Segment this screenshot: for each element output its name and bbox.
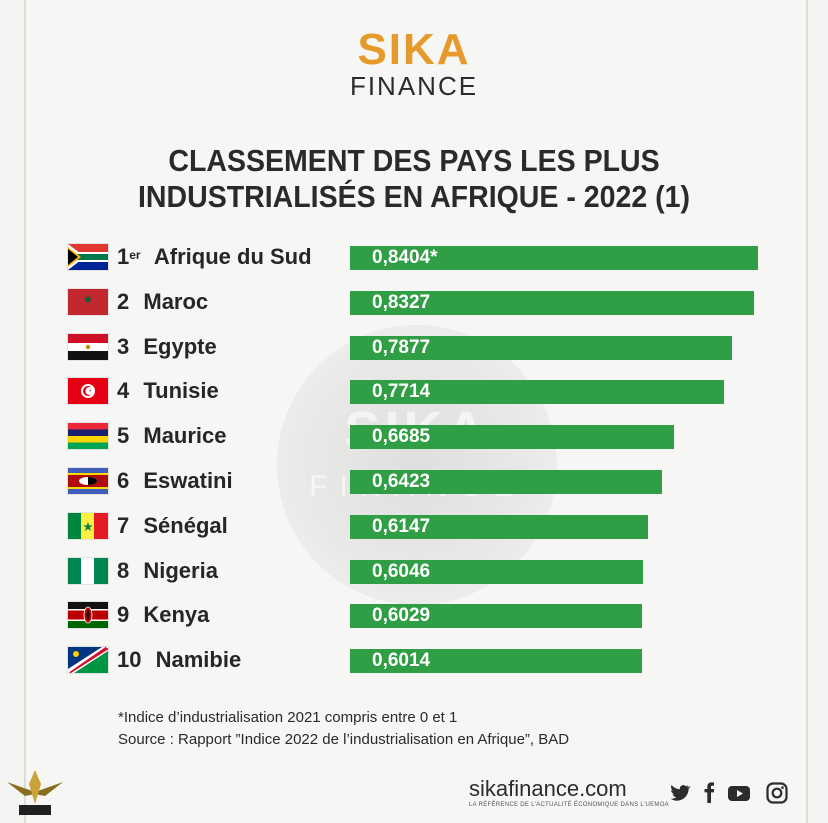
bar — [350, 380, 724, 405]
youtube-icon[interactable] — [727, 781, 751, 805]
senegal-flag — [68, 512, 108, 539]
bar-row: 1er Afrique du Sud 0,8404* — [0, 238, 828, 278]
category-label: 9 Kenya — [117, 602, 209, 628]
bar-row: 9 Kenya 0,6029 — [0, 596, 828, 636]
country-name: Egypte — [137, 333, 217, 359]
bar — [350, 470, 662, 494]
country-name: Kenya — [137, 602, 210, 628]
bar — [350, 604, 642, 629]
sika-finance-logo: SIKA FINANCE — [0, 25, 828, 101]
bar — [350, 290, 754, 315]
eswatini-flag — [68, 468, 108, 494]
data-label: 0,8327 — [372, 291, 431, 313]
rank-number: 5 — [117, 423, 130, 449]
bar — [350, 335, 732, 360]
bar-row: 5 Maurice 0,6685 — [0, 417, 828, 457]
country-name: Maroc — [137, 288, 209, 314]
country-name: Nigeria — [137, 557, 218, 583]
data-label: 0,6147 — [372, 515, 431, 537]
data-label: 0,6685 — [372, 426, 431, 448]
bar — [350, 514, 648, 539]
data-label: 0,8404* — [372, 247, 438, 268]
bar-row: 8 Nigeria 0,6046 — [0, 552, 828, 592]
egypt-flag — [68, 333, 108, 360]
bar — [350, 246, 758, 270]
bar — [350, 649, 642, 674]
data-label: 0,7714 — [372, 381, 431, 403]
category-label: 8 Nigeria — [117, 558, 218, 584]
logo-finance-text: FINANCE — [349, 71, 479, 101]
bar-row: 2 Maroc 0,8327 — [0, 283, 828, 323]
namibia-flag — [68, 647, 108, 674]
footer-tagline: LA RÉFÉRENCE DE L'ACTUALITÉ ÉCONOMIQUE D… — [469, 802, 669, 808]
south-africa-flag — [68, 244, 108, 270]
footnote-index: *Indice d’industrialisation 2021 compris… — [118, 709, 458, 726]
rank-suffix: er — [129, 248, 141, 262]
rank-number: 4 — [117, 378, 130, 404]
bar-row: 10 Namibie 0,6014 — [0, 641, 828, 681]
forum-logo-icon — [7, 770, 63, 815]
rank-number: 10 — [117, 647, 142, 673]
category-label: 4 Tunisie — [117, 378, 219, 404]
bar-row: 3 Egypte 0,7877 — [0, 328, 828, 368]
category-label: 7 Sénégal — [117, 513, 228, 539]
rank-number: 9 — [117, 602, 130, 628]
country-name: Afrique du Sud — [148, 244, 312, 269]
rank-number: 3 — [117, 333, 130, 359]
category-label: 1er Afrique du Sud — [117, 244, 312, 270]
mauritius-flag — [68, 423, 108, 450]
kenya-flag — [68, 602, 108, 629]
rank-number: 1 — [117, 244, 130, 269]
data-label: 0,6014 — [372, 650, 431, 672]
footnote-source: Source : Rapport ”Indice 2022 de l’indus… — [118, 731, 570, 748]
bar — [350, 559, 643, 584]
category-label: 10 Namibie — [117, 647, 241, 673]
morocco-flag — [68, 288, 108, 315]
country-name: Eswatini — [137, 468, 233, 493]
twitter-icon[interactable] — [667, 781, 691, 805]
rank-number: 8 — [117, 557, 130, 583]
rank-number: 7 — [117, 512, 130, 538]
chart-title-line1: CLASSEMENT DES PAYS LES PLUS — [168, 143, 660, 178]
category-label: 2 Maroc — [117, 289, 208, 315]
rank-number: 6 — [117, 468, 130, 493]
rank-number: 2 — [117, 288, 130, 314]
bar — [350, 425, 674, 450]
country-name: Namibie — [149, 647, 242, 673]
footer-site[interactable]: sikafinance.com — [469, 776, 627, 801]
bar-row: 7 Sénégal 0,6147 — [0, 507, 828, 547]
category-label: 5 Maurice — [117, 423, 227, 449]
facebook-icon[interactable] — [697, 781, 721, 805]
data-label: 0,6029 — [372, 605, 431, 627]
category-label: 3 Egypte — [117, 334, 217, 360]
bar-row: 6 Eswatini 0,6423 — [0, 462, 828, 502]
chart-title-line2: INDUSTRIALISÉS EN AFRIQUE - 2022 (1) — [137, 179, 691, 214]
data-label: 0,7877 — [372, 336, 431, 358]
tunisia-flag — [68, 378, 108, 405]
data-label: 0,6423 — [372, 471, 431, 492]
country-name: Sénégal — [137, 512, 228, 538]
watermark-circle — [277, 325, 557, 605]
country-name: Maurice — [137, 423, 227, 449]
logo-sika-text: SIKA — [357, 25, 471, 74]
data-label: 0,6046 — [372, 560, 431, 582]
nigeria-flag — [68, 557, 108, 584]
country-name: Tunisie — [137, 378, 219, 404]
category-label: 6 Eswatini — [117, 468, 233, 494]
bar-row: 4 Tunisie 0,7714 — [0, 372, 828, 412]
instagram-icon[interactable] — [765, 781, 789, 805]
chart-title: CLASSEMENT DES PAYS LES PLUS INDUSTRIALI… — [33, 143, 795, 215]
